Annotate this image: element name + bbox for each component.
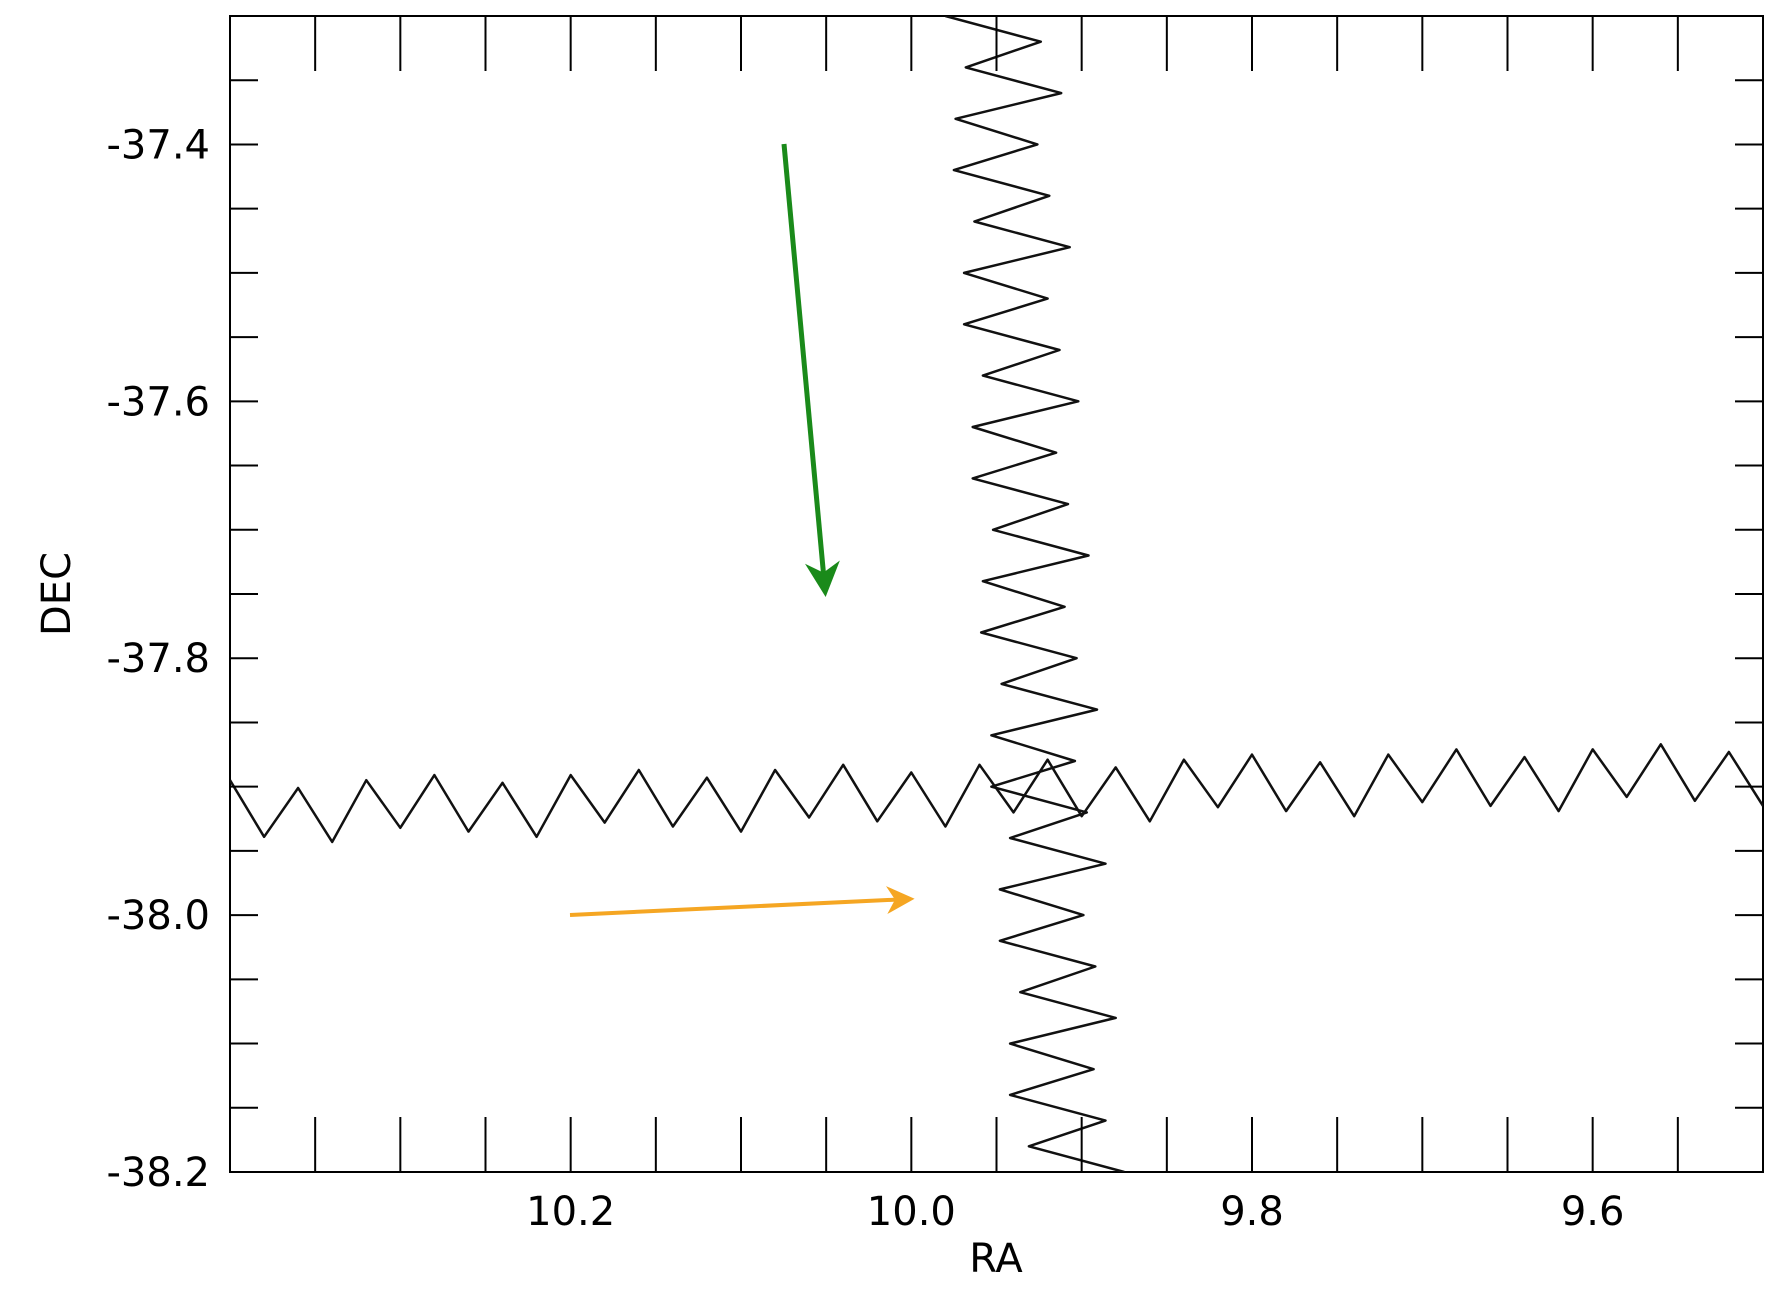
scan-line (230, 743, 1763, 844)
y-tick-label: -37.4 (107, 122, 211, 168)
y-tick-label: -37.8 (107, 636, 211, 682)
green-arrow (781, 143, 840, 597)
x-tick-label: 9.8 (1220, 1189, 1284, 1235)
orange-arrow (569, 886, 915, 917)
x-tick-label: 10.0 (867, 1189, 956, 1235)
y-tick-label: -38.2 (107, 1150, 211, 1196)
x-tick-label: 9.6 (1561, 1189, 1625, 1235)
plot-frame (229, 15, 1764, 1173)
x-axis-label: RA (969, 1236, 1023, 1282)
y-tick-label: -37.6 (107, 379, 211, 425)
y-tick-label: -38.0 (107, 893, 211, 939)
scan-line (945, 16, 1125, 1172)
x-tick-label: 10.2 (526, 1189, 615, 1235)
y-axis-label: DEC (34, 552, 80, 636)
